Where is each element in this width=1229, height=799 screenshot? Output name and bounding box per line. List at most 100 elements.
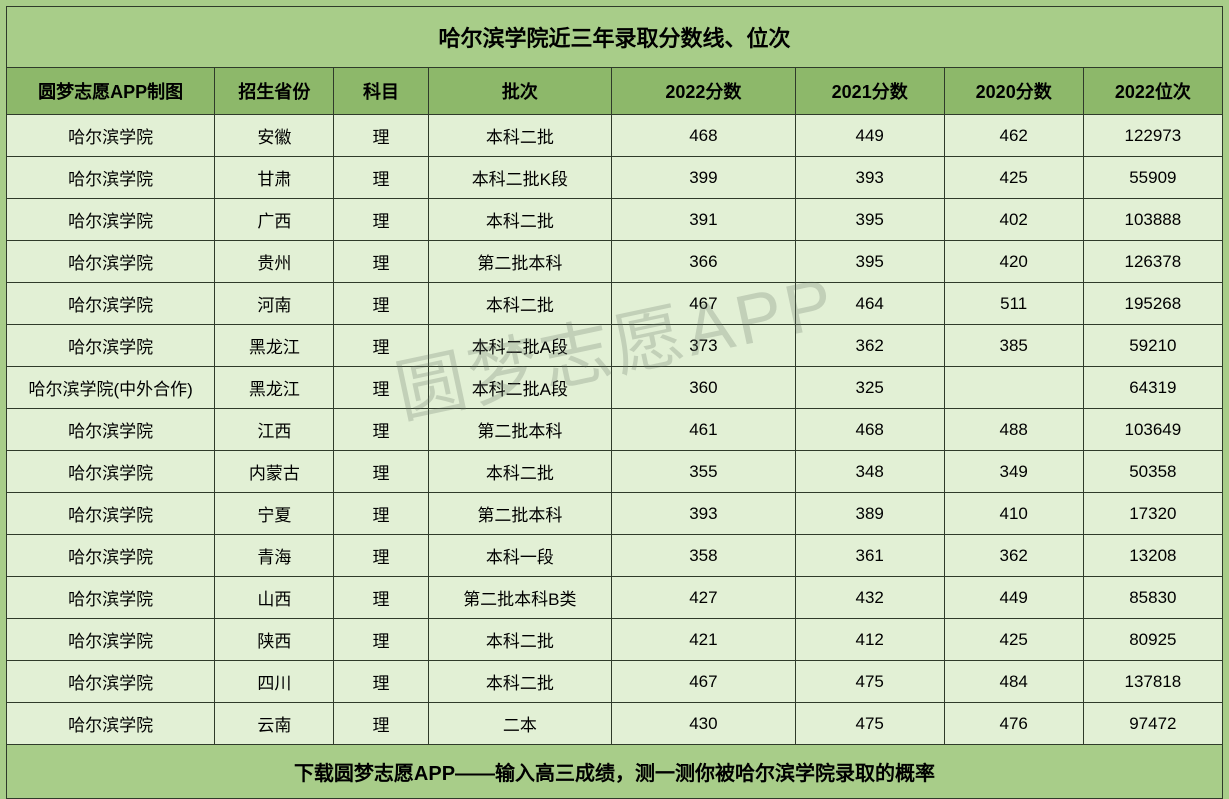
table-body: 哈尔滨学院安徽理本科二批468449462122973哈尔滨学院甘肃理本科二批K…: [7, 115, 1223, 745]
table-cell: 本科二批: [428, 199, 611, 241]
table-cell: 理: [334, 157, 428, 199]
table-cell: 464: [795, 283, 944, 325]
table-cell: 476: [944, 703, 1083, 745]
table-cell: 宁夏: [215, 493, 334, 535]
table-cell: 贵州: [215, 241, 334, 283]
table-cell: 362: [944, 535, 1083, 577]
table-row: 哈尔滨学院江西理第二批本科461468488103649: [7, 409, 1223, 451]
table-cell: 358: [612, 535, 796, 577]
table-cell: 17320: [1083, 493, 1222, 535]
table-cell: 462: [944, 115, 1083, 157]
table-cell: 13208: [1083, 535, 1222, 577]
table-cell: 山西: [215, 577, 334, 619]
table-cell: 甘肃: [215, 157, 334, 199]
table-cell: 理: [334, 619, 428, 661]
table-cell: 361: [795, 535, 944, 577]
table-cell: 哈尔滨学院: [7, 535, 215, 577]
table-cell: 第二批本科: [428, 409, 611, 451]
table-cell: 50358: [1083, 451, 1222, 493]
table-cell: 云南: [215, 703, 334, 745]
table-cell: 55909: [1083, 157, 1222, 199]
table-cell: 青海: [215, 535, 334, 577]
table-cell: 103888: [1083, 199, 1222, 241]
table-row: 哈尔滨学院安徽理本科二批468449462122973: [7, 115, 1223, 157]
table-cell: 理: [334, 325, 428, 367]
table-cell: 393: [612, 493, 796, 535]
table-cell: 425: [944, 619, 1083, 661]
table-cell: 哈尔滨学院: [7, 199, 215, 241]
table-row: 哈尔滨学院(中外合作)黑龙江理本科二批A段36032564319: [7, 367, 1223, 409]
table-cell: 461: [612, 409, 796, 451]
table-row: 哈尔滨学院陕西理本科二批42141242580925: [7, 619, 1223, 661]
table-cell: [944, 367, 1083, 409]
table-cell: 哈尔滨学院: [7, 619, 215, 661]
table-cell: 内蒙古: [215, 451, 334, 493]
table-cell: 黑龙江: [215, 367, 334, 409]
table-row: 哈尔滨学院四川理本科二批467475484137818: [7, 661, 1223, 703]
header-row: 圆梦志愿APP制图 招生省份 科目 批次 2022分数 2021分数 2020分…: [7, 68, 1223, 115]
table-cell: 理: [334, 283, 428, 325]
table-cell: 本科二批K段: [428, 157, 611, 199]
table-cell: 哈尔滨学院: [7, 157, 215, 199]
table-row: 哈尔滨学院内蒙古理本科二批35534834950358: [7, 451, 1223, 493]
table-cell: 理: [334, 409, 428, 451]
table-cell: 哈尔滨学院: [7, 241, 215, 283]
col-header-score2022: 2022分数: [612, 68, 796, 115]
table-cell: 四川: [215, 661, 334, 703]
table-cell: 427: [612, 577, 796, 619]
table-cell: 第二批本科B类: [428, 577, 611, 619]
table-cell: 河南: [215, 283, 334, 325]
table-row: 哈尔滨学院甘肃理本科二批K段39939342555909: [7, 157, 1223, 199]
table-cell: 第二批本科: [428, 493, 611, 535]
table-cell: 484: [944, 661, 1083, 703]
table-cell: 362: [795, 325, 944, 367]
col-header-province: 招生省份: [215, 68, 334, 115]
table-cell: 哈尔滨学院: [7, 115, 215, 157]
table-row: 哈尔滨学院云南理二本43047547697472: [7, 703, 1223, 745]
table-cell: 本科二批: [428, 115, 611, 157]
table-cell: 391: [612, 199, 796, 241]
table-cell: 本科二批A段: [428, 367, 611, 409]
table-row: 哈尔滨学院贵州理第二批本科366395420126378: [7, 241, 1223, 283]
table-cell: 488: [944, 409, 1083, 451]
table-cell: 广西: [215, 199, 334, 241]
table-cell: 理: [334, 703, 428, 745]
table-cell: 366: [612, 241, 796, 283]
col-header-score2021: 2021分数: [795, 68, 944, 115]
table-cell: 430: [612, 703, 796, 745]
table-cell: 理: [334, 451, 428, 493]
col-header-score2020: 2020分数: [944, 68, 1083, 115]
table-cell: 理: [334, 367, 428, 409]
table-cell: 黑龙江: [215, 325, 334, 367]
table-cell: 本科二批: [428, 451, 611, 493]
table-cell: 理: [334, 577, 428, 619]
table-cell: 421: [612, 619, 796, 661]
table-cell: 511: [944, 283, 1083, 325]
table-cell: 395: [795, 241, 944, 283]
table-cell: 本科二批A段: [428, 325, 611, 367]
table-cell: 468: [795, 409, 944, 451]
table-cell: 本科一段: [428, 535, 611, 577]
table-cell: 哈尔滨学院: [7, 493, 215, 535]
table-cell: 理: [334, 661, 428, 703]
table-cell: 349: [944, 451, 1083, 493]
table-cell: 哈尔滨学院: [7, 661, 215, 703]
table-row: 哈尔滨学院山西理第二批本科B类42743244985830: [7, 577, 1223, 619]
col-header-rank2022: 2022位次: [1083, 68, 1222, 115]
table-cell: 第二批本科: [428, 241, 611, 283]
table-cell: 理: [334, 241, 428, 283]
footer-row: 下载圆梦志愿APP——输入高三成绩，测一测你被哈尔滨学院录取的概率: [7, 745, 1223, 799]
table-cell: 449: [795, 115, 944, 157]
table-cell: 355: [612, 451, 796, 493]
table-cell: 59210: [1083, 325, 1222, 367]
table-row: 哈尔滨学院河南理本科二批467464511195268: [7, 283, 1223, 325]
col-header-app: 圆梦志愿APP制图: [7, 68, 215, 115]
table-cell: 哈尔滨学院: [7, 703, 215, 745]
table-cell: 哈尔滨学院(中外合作): [7, 367, 215, 409]
table-cell: 475: [795, 661, 944, 703]
table-cell: 126378: [1083, 241, 1222, 283]
table-cell: 373: [612, 325, 796, 367]
table-footer: 下载圆梦志愿APP——输入高三成绩，测一测你被哈尔滨学院录取的概率: [7, 745, 1223, 799]
table-cell: 本科二批: [428, 619, 611, 661]
table-cell: 432: [795, 577, 944, 619]
